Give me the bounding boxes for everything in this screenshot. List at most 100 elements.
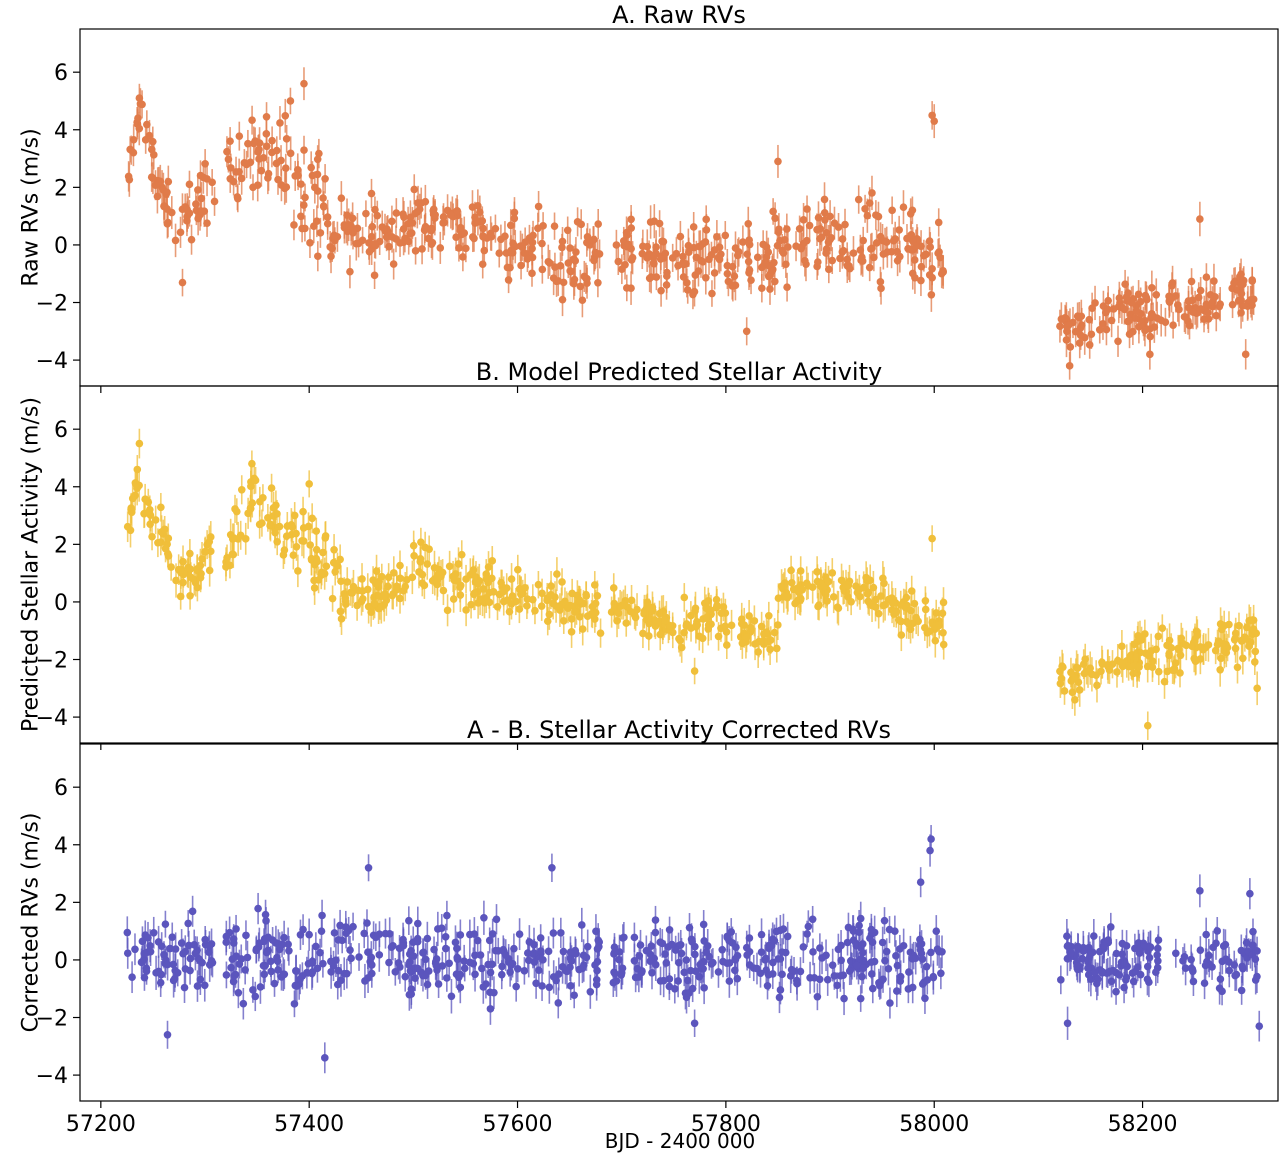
data-point [399, 213, 408, 244]
data-point [680, 583, 689, 612]
data-point [1117, 649, 1126, 678]
data-point [199, 161, 208, 194]
data-point [492, 904, 501, 935]
data-point [355, 943, 363, 971]
data-point [888, 196, 896, 225]
data-point [1056, 309, 1064, 343]
data-point [889, 227, 898, 254]
data-point [396, 228, 404, 257]
data-point [163, 193, 171, 225]
data-point [538, 255, 547, 284]
data-point [1085, 330, 1094, 359]
data-point [1057, 965, 1065, 995]
data-point [612, 229, 621, 261]
data-point [771, 268, 779, 295]
data-point [824, 565, 833, 598]
data-point [928, 525, 936, 552]
data-point [861, 194, 869, 223]
data-point [1113, 656, 1121, 688]
data-point [349, 569, 358, 604]
data-point [925, 226, 934, 256]
data-point [237, 475, 246, 505]
data-point [1172, 938, 1180, 968]
y-axis-label: Raw RVs (m/s) [19, 128, 44, 286]
data-point [704, 612, 713, 646]
data-point [462, 564, 470, 594]
data-point [151, 170, 160, 201]
data-point [470, 225, 478, 252]
data-point [566, 590, 574, 621]
data-point [816, 221, 824, 256]
data-point [170, 965, 179, 992]
data-point [317, 914, 326, 948]
data-point [908, 257, 917, 290]
data-point [200, 968, 209, 1002]
data-point [1182, 630, 1191, 661]
data-point [774, 144, 782, 178]
data-point [1245, 630, 1253, 662]
data-point [249, 126, 258, 161]
data-point [298, 214, 306, 243]
data-point [148, 523, 156, 551]
data-point [163, 948, 172, 981]
data-point [327, 239, 335, 274]
data-point [1149, 302, 1157, 330]
data-point [127, 496, 136, 528]
data-point [1177, 622, 1186, 654]
data-point [1141, 314, 1149, 347]
data-point [571, 244, 580, 278]
data-point [823, 963, 832, 996]
data-point [691, 591, 700, 625]
data-point [921, 586, 930, 616]
data-point [1213, 629, 1222, 660]
data-point [306, 227, 314, 259]
data-point [622, 609, 631, 637]
data-point [411, 237, 420, 265]
data-point [297, 169, 305, 200]
data-point [1114, 325, 1122, 357]
data-point [346, 255, 354, 289]
data-point [773, 634, 781, 663]
data-point [418, 233, 426, 265]
data-point [661, 605, 670, 636]
data-point [312, 543, 321, 574]
data-point [194, 201, 202, 236]
data-point [499, 576, 508, 607]
data-point [255, 134, 263, 165]
data-point [508, 582, 517, 610]
data-point [208, 169, 216, 196]
data-point [292, 517, 300, 550]
data-point [929, 963, 938, 990]
data-point [1169, 311, 1177, 339]
data-point [1082, 657, 1091, 685]
data-point [1141, 619, 1149, 649]
data-point [404, 228, 413, 255]
data-point [838, 223, 847, 255]
data-point [825, 255, 833, 284]
data-point [1192, 647, 1200, 675]
data-point [479, 219, 487, 253]
data-point [480, 900, 488, 935]
data-point [457, 540, 466, 570]
data-point [1168, 656, 1177, 684]
panel-raw-rvs: A. Raw RVs Raw RVs (m/s) −4 −2 0 2 4 6 [19, 1, 1279, 393]
data-point [485, 586, 494, 619]
data-point [282, 521, 291, 551]
data-point [774, 609, 782, 641]
data-point [1187, 268, 1196, 295]
data-point [830, 206, 839, 240]
data-point [643, 593, 652, 620]
data-point [756, 958, 765, 988]
y-tick-label: −2 [36, 649, 68, 674]
data-point [125, 162, 134, 197]
data-point [427, 211, 436, 246]
data-point [347, 211, 355, 241]
data-point [171, 223, 180, 258]
data-point [738, 627, 747, 659]
data-point [365, 238, 374, 265]
data-point [655, 210, 664, 237]
panel-title: A. Raw RVs [612, 1, 746, 29]
data-point [627, 584, 636, 616]
data-point [739, 225, 747, 259]
data-point [321, 1042, 329, 1074]
